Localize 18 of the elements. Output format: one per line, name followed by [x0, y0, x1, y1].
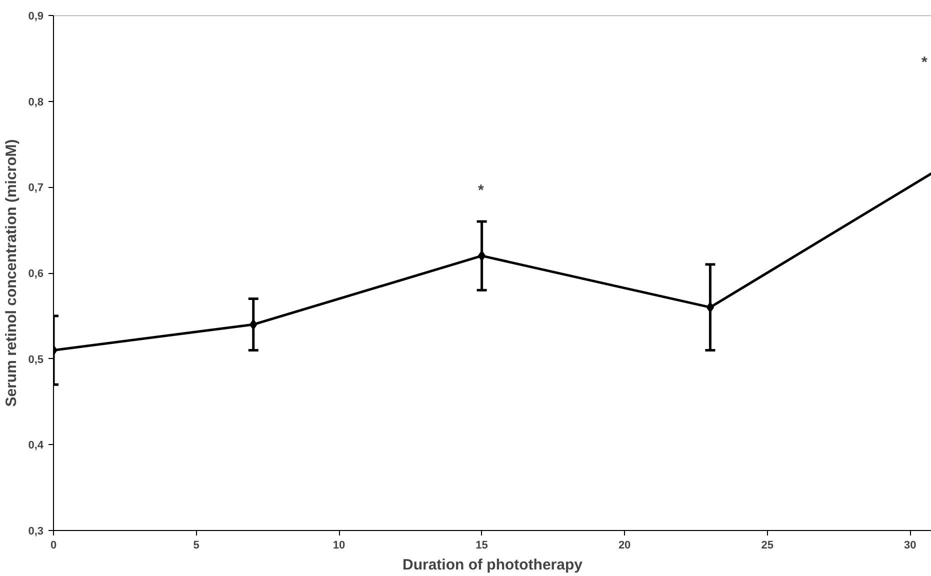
annotation: *: [921, 54, 928, 72]
y-tick-label: 0,3: [28, 526, 44, 538]
y-tick-label: 0,9: [28, 10, 44, 22]
x-tick-label: 20: [618, 540, 631, 552]
x-tick-label: 30: [904, 540, 916, 552]
x-axis-title: Duration of phototherapy: [402, 556, 584, 574]
x-tick-label: 5: [193, 540, 200, 552]
x-tick-label: 25: [761, 540, 774, 552]
y-tick-label: 0,6: [28, 268, 44, 280]
annotation: *: [478, 182, 484, 200]
y-axis-title: Serum retinol concentration (microM): [3, 139, 20, 407]
y-tick-label: 0,8: [28, 96, 44, 108]
x-tick-label: 0: [50, 540, 57, 552]
y-tick-label: 0,5: [28, 354, 44, 366]
x-tick-label: 10: [332, 540, 346, 552]
y-tick-label: 0,7: [28, 182, 44, 194]
y-tick-label: 0,4: [28, 440, 44, 452]
x-tick-label: 15: [476, 540, 488, 552]
